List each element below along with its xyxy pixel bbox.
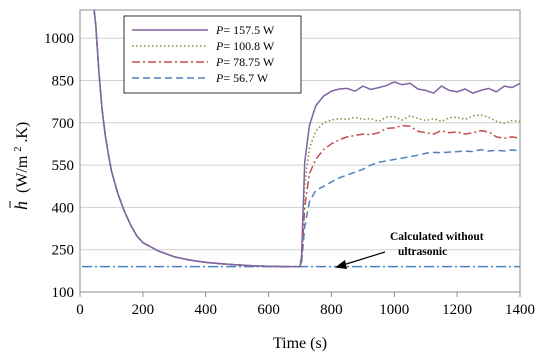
- y-axis-units-superscript: 2: [13, 147, 24, 152]
- annotation-line-1: Calculated without: [390, 231, 484, 243]
- series-layer: [93, 10, 520, 268]
- y-tick-label: 250: [52, 243, 75, 259]
- y-axis-title: h (W/m 2 .K): [8, 122, 31, 210]
- legend-box: [123, 15, 302, 94]
- legend-label: P= 78.75 W: [215, 55, 275, 69]
- y-axis-units: (W/m: [14, 155, 31, 193]
- series-line: [93, 10, 520, 268]
- y-tick-label: 550: [52, 158, 75, 174]
- x-axis-title: Time (s): [273, 335, 327, 352]
- y-tick-label: 400: [52, 200, 75, 216]
- legend: P= 157.5 W P= 100.8 W P= 78.75 W P= 56.7 W: [123, 15, 302, 94]
- annotation-arrow-shaft: [342, 251, 386, 266]
- x-tick-label: 1400: [505, 302, 535, 318]
- annotation-arrowhead: [335, 260, 347, 269]
- legend-label: P= 100.8 W: [215, 39, 275, 53]
- x-tick-label: 1200: [442, 302, 472, 318]
- annotation: Calculated without ultrasonic: [335, 231, 484, 269]
- y-tick-label: 700: [52, 116, 75, 132]
- series-line: [93, 10, 520, 268]
- x-tick-label: 400: [194, 302, 217, 318]
- axes: 100 250 400 550 700 850 1000 0 200 400 600 800 1000 1…: [44, 31, 535, 318]
- x-tick-label: 600: [257, 302, 280, 318]
- x-tick-label: 0: [76, 302, 84, 318]
- legend-label: P= 56.7 W: [215, 71, 269, 85]
- plot-area-frame: [79, 9, 521, 293]
- x-tick-label: 200: [132, 302, 155, 318]
- y-tick-label: 1000: [44, 31, 74, 47]
- annotation-line-2: ultrasonic: [398, 246, 447, 258]
- x-tick-label: 800: [320, 302, 343, 318]
- legend-label: P= 157.5 W: [215, 23, 275, 37]
- y-tick-label: 850: [52, 74, 75, 90]
- y-axis-units-tail: .K): [14, 122, 31, 143]
- y-tick-label: 100: [52, 285, 75, 301]
- y-axis-symbol: h: [11, 201, 31, 210]
- x-tick-label: 1000: [379, 302, 409, 318]
